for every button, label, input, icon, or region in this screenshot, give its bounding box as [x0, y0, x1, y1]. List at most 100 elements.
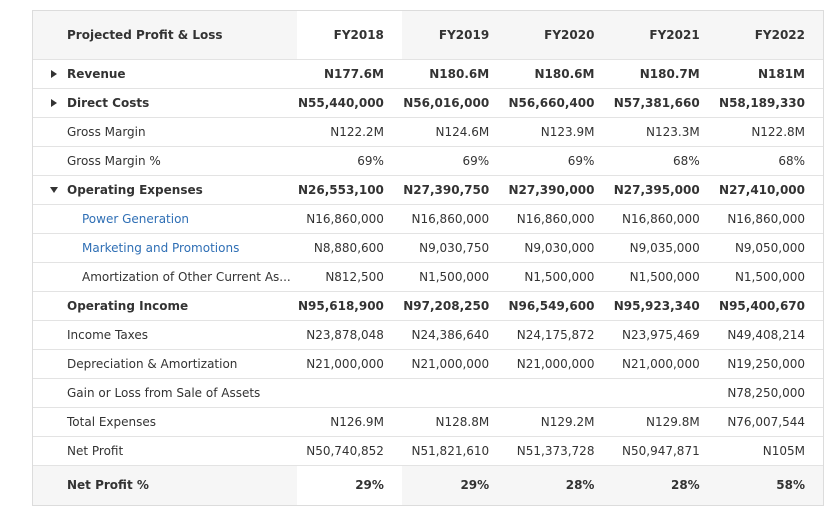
table-cell: N16,860,000 [507, 204, 613, 234]
table-cell: N9,030,000 [507, 233, 613, 263]
table-row-gross-margin: Gross Margin N122.2M N124.6M N123.9M N12… [33, 117, 823, 147]
table-cell: N95,618,900 [296, 291, 402, 321]
table-cell: N16,860,000 [717, 204, 823, 234]
table-cell: N21,000,000 [612, 349, 718, 379]
table-cell: N21,000,000 [296, 349, 402, 379]
table-cell: N50,947,871 [612, 436, 718, 466]
row-label: Gain or Loss from Sale of Assets [33, 378, 297, 408]
table-row-depreciation: Depreciation & Amortization N21,000,000 … [33, 349, 823, 379]
marketing-promotions-link[interactable]: Marketing and Promotions [82, 240, 240, 255]
table-cell: N95,923,340 [612, 291, 718, 321]
expand-icon[interactable] [49, 69, 59, 79]
table-cell: N24,175,872 [507, 320, 613, 350]
table-cell: N180.6M [507, 59, 613, 89]
row-label: Gross Margin [33, 117, 297, 147]
table-cell: N56,660,400 [507, 88, 613, 118]
row-label: Net Profit [33, 436, 297, 466]
table-cell: N16,860,000 [401, 204, 508, 234]
table-row-amortization-other: Amortization of Other Current As... N812… [33, 262, 823, 292]
table-cell: N16,860,000 [296, 204, 402, 234]
table-cell: N1,500,000 [612, 262, 718, 292]
table-cell: N9,030,750 [401, 233, 508, 263]
table-cell: N57,381,660 [612, 88, 718, 118]
collapse-icon[interactable] [49, 185, 59, 195]
table-cell: N76,007,544 [717, 407, 823, 437]
table-cell: N27,410,000 [717, 175, 823, 205]
table-cell: N26,553,100 [296, 175, 402, 205]
table-row-direct-costs[interactable]: Direct Costs N55,440,000 N56,016,000 N56… [33, 88, 823, 118]
row-label: Income Taxes [33, 320, 297, 350]
table-cell: N8,880,600 [296, 233, 402, 263]
table-cell: N105M [717, 436, 823, 466]
row-label: Total Expenses [33, 407, 297, 437]
power-generation-link[interactable]: Power Generation [82, 211, 190, 226]
table-row-revenue[interactable]: Revenue N177.6M N180.6M N180.6M N180.7M … [33, 59, 823, 89]
table-title: Projected Profit & Loss [33, 11, 297, 60]
table-cell: N124.6M [401, 117, 508, 147]
footer-cell: 29% [401, 465, 508, 505]
column-header-fy2020[interactable]: FY2020 [507, 11, 613, 60]
table-cell: N129.2M [507, 407, 613, 437]
table-row-marketing-promotions: Marketing and Promotions N8,880,600 N9,0… [33, 233, 823, 263]
table-row-operating-income: Operating Income N95,618,900 N97,208,250… [33, 291, 823, 321]
table-cell: 69% [296, 146, 402, 176]
table-cell: N97,208,250 [401, 291, 508, 321]
table-cell: N181M [717, 59, 823, 89]
table-cell: N1,500,000 [717, 262, 823, 292]
footer-cell: 28% [507, 465, 613, 505]
row-label: Amortization of Other Current As... [33, 262, 297, 292]
table-cell: N49,408,214 [717, 320, 823, 350]
profit-loss-table-container: Projected Profit & Loss FY2018 FY2019 FY… [32, 10, 824, 506]
row-label: Depreciation & Amortization [33, 349, 297, 379]
row-label: Revenue [67, 66, 126, 81]
table-row-gain-loss-assets: Gain or Loss from Sale of Assets N78,250… [33, 378, 823, 408]
table-cell: N51,821,610 [401, 436, 508, 466]
table-cell: 68% [612, 146, 718, 176]
table-cell [296, 378, 402, 408]
table-row-net-profit: Net Profit N50,740,852 N51,821,610 N51,3… [33, 436, 823, 466]
table-cell: N9,050,000 [717, 233, 823, 263]
table-cell: N122.2M [296, 117, 402, 147]
table-cell: N55,440,000 [296, 88, 402, 118]
column-header-fy2018[interactable]: FY2018 [296, 11, 402, 60]
table-cell: N1,500,000 [401, 262, 508, 292]
table-cell: N27,395,000 [612, 175, 718, 205]
row-label: Direct Costs [67, 95, 150, 110]
table-cell: N27,390,000 [507, 175, 613, 205]
footer-cell: 58% [717, 465, 823, 505]
table-cell: 68% [717, 146, 823, 176]
table-cell: N24,386,640 [401, 320, 508, 350]
row-label: Operating Expenses [67, 182, 203, 197]
table-row-income-taxes: Income Taxes N23,878,048 N24,386,640 N24… [33, 320, 823, 350]
table-header-row: Projected Profit & Loss FY2018 FY2019 FY… [33, 11, 823, 60]
table-cell: N177.6M [296, 59, 402, 89]
table-cell: N95,400,670 [717, 291, 823, 321]
table-cell: N180.7M [612, 59, 718, 89]
table-cell: 69% [507, 146, 613, 176]
table-cell: N21,000,000 [507, 349, 613, 379]
table-cell [507, 378, 613, 408]
table-cell: N129.8M [612, 407, 718, 437]
column-header-fy2022[interactable]: FY2022 [717, 11, 823, 60]
table-cell: N123.3M [612, 117, 718, 147]
table-cell [612, 378, 718, 408]
column-header-fy2019[interactable]: FY2019 [401, 11, 508, 60]
table-cell: N50,740,852 [296, 436, 402, 466]
table-footer-row: Net Profit % 29% 29% 28% 28% 58% [33, 465, 823, 505]
table-cell: N23,878,048 [296, 320, 402, 350]
table-cell: N58,189,330 [717, 88, 823, 118]
table-cell: N812,500 [296, 262, 402, 292]
column-header-fy2021[interactable]: FY2021 [612, 11, 718, 60]
table-row-operating-expenses[interactable]: Operating Expenses N26,553,100 N27,390,7… [33, 175, 823, 205]
table-cell: N78,250,000 [717, 378, 823, 408]
table-cell: N126.9M [296, 407, 402, 437]
table-cell: N122.8M [717, 117, 823, 147]
table-cell: N123.9M [507, 117, 613, 147]
table-cell: N51,373,728 [507, 436, 613, 466]
table-cell: N128.8M [401, 407, 508, 437]
table-cell: N23,975,469 [612, 320, 718, 350]
table-cell: N96,549,600 [507, 291, 613, 321]
table-row-power-generation: Power Generation N16,860,000 N16,860,000… [33, 204, 823, 234]
footer-cell: 29% [296, 465, 402, 505]
expand-icon[interactable] [49, 98, 59, 108]
